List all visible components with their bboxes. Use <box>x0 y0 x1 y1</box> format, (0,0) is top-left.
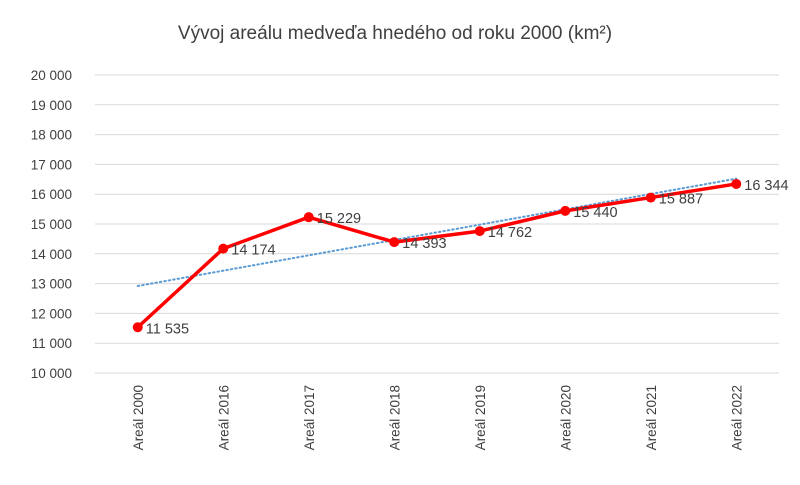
data-point-marker <box>731 178 742 189</box>
chart-title: Vývoj areálu medveďa hnedého od roku 200… <box>178 23 612 44</box>
data-label: 15 440 <box>573 205 617 221</box>
trendline-layer <box>136 177 738 288</box>
data-label: 14 762 <box>488 225 532 241</box>
data-label: 14 393 <box>402 236 446 252</box>
x-tick-label: Areál 2019 <box>473 385 488 450</box>
data-point-marker <box>645 192 656 203</box>
y-axis-tick-labels: 10 000 11 000 12 000 13 000 14 000 15 000 16 0… <box>31 68 72 381</box>
data-label: 11 535 <box>146 321 189 337</box>
x-tick-label: Areál 2000 <box>131 385 146 450</box>
data-label: 16 344 <box>744 178 788 194</box>
x-tick-label: Areál 2020 <box>558 385 573 450</box>
data-label: 15 229 <box>317 211 361 227</box>
y-tick-label: 13 000 <box>31 277 72 292</box>
y-tick-label: 15 000 <box>31 217 72 232</box>
trendline <box>136 177 738 288</box>
y-tick-label: 19 000 <box>31 98 72 113</box>
x-tick-label: Areál 2022 <box>729 385 744 450</box>
data-label: 15 887 <box>659 192 703 208</box>
data-point-marker <box>560 205 571 216</box>
data-point-marker <box>389 237 400 248</box>
data-point-marker <box>474 226 485 237</box>
x-tick-label: Areál 2021 <box>644 385 659 450</box>
y-tick-label: 16 000 <box>31 187 72 202</box>
y-tick-label: 10 000 <box>31 366 72 381</box>
x-tick-label: Areál 2017 <box>302 385 317 450</box>
series-layer <box>132 178 742 333</box>
data-label: 14 174 <box>231 243 275 259</box>
y-tick-label: 20 000 <box>31 68 72 83</box>
series-line <box>136 182 737 329</box>
data-point-marker <box>132 322 143 333</box>
x-axis-tick-labels: Areál 2000 Areál 2016 Areál 2017 Areál 2018… <box>131 385 745 450</box>
data-labels: 11 535 14 174 15 229 14 393 14 762 15 440 15 8… <box>146 178 789 337</box>
gridlines <box>95 74 779 374</box>
x-tick-label: Areál 2018 <box>387 385 402 450</box>
x-tick-label: Areál 2016 <box>216 385 231 450</box>
y-tick-label: 14 000 <box>31 247 72 262</box>
y-tick-label: 18 000 <box>31 128 72 143</box>
y-tick-label: 17 000 <box>31 157 72 172</box>
y-tick-label: 11 000 <box>32 336 72 351</box>
data-point-marker <box>303 212 314 223</box>
data-point-marker <box>218 243 229 254</box>
y-tick-label: 12 000 <box>31 306 72 321</box>
